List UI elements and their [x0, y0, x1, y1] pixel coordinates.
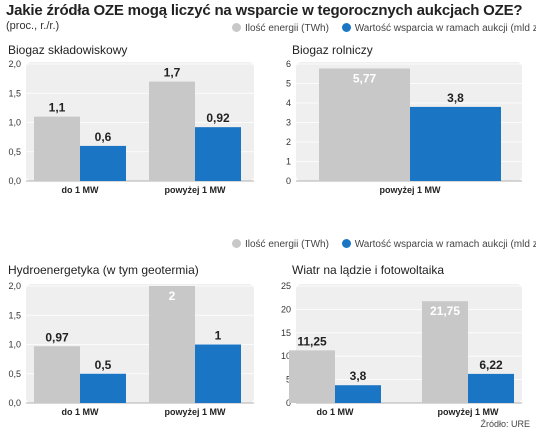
data-label: 0,92: [206, 111, 230, 125]
y-tick-label: 15: [281, 328, 291, 338]
bar-support: [335, 385, 381, 403]
data-label: 6,22: [479, 358, 503, 372]
data-label: 0,97: [45, 330, 69, 344]
data-label: 3,8: [447, 91, 464, 105]
bar-support: [80, 373, 126, 403]
bar-energy: [149, 286, 195, 403]
category-label: powyżej 1 MW: [164, 407, 226, 417]
legend-label: Wartość wsparcia w ramach aukcji (mld zł…: [354, 239, 536, 250]
bar-support: [195, 344, 241, 403]
chart-title: Biogaz rolniczy: [292, 43, 373, 57]
y-tick-label: 0,5: [8, 147, 21, 157]
bar-energy: [319, 68, 410, 181]
legend-top: Ilość energii (TWh) Wartość wsparcia w r…: [232, 23, 536, 34]
y-tick-label: 2,0: [8, 59, 21, 69]
data-label: 11,25: [297, 334, 327, 348]
y-tick-label: 0,5: [8, 369, 21, 379]
y-tick-label: 2: [286, 137, 291, 147]
bar-support: [80, 145, 126, 181]
data-label: 1,7: [164, 66, 181, 80]
data-label: 2: [169, 289, 176, 303]
legend-swatch-blue: [341, 239, 351, 248]
legend-item-energy: Ilość energii (TWh): [232, 239, 332, 250]
category-label: powyżej 1 MW: [164, 185, 226, 195]
chart-title: Wiatr na lądzie i fotowoltaika: [292, 263, 444, 277]
data-label: 21,75: [430, 304, 460, 318]
y-tick-label: 0: [286, 176, 291, 186]
y-tick-label: 0,0: [8, 398, 21, 408]
category-label: powyżej 1 MW: [379, 185, 441, 195]
chart-title: Hydroenergetyka (w tym geotermia): [8, 263, 199, 277]
bar-energy: [34, 116, 80, 181]
legend-bottom: Ilość energii (TWh) Wartość wsparcia w r…: [232, 239, 536, 250]
legend-label: Wartość wsparcia w ramach aukcji (mld zł…: [354, 23, 536, 34]
legend-swatch-gray: [232, 239, 241, 248]
y-tick-label: 1,5: [8, 310, 21, 320]
legend-swatch-gray: [232, 23, 241, 32]
y-tick-label: 0,0: [8, 176, 21, 186]
legend-label: Ilość energii (TWh): [245, 23, 329, 34]
y-tick-label: 5: [286, 79, 291, 89]
data-label: 3,8: [350, 369, 367, 383]
bar-energy: [422, 301, 468, 403]
category-label: do 1 MW: [62, 185, 99, 195]
legend-label: Ilość energii (TWh): [245, 239, 329, 250]
y-tick-label: 25: [281, 281, 291, 291]
category-label: do 1 MW: [62, 407, 99, 417]
y-tick-label: 10: [281, 351, 291, 361]
y-tick-label: 1,0: [8, 340, 21, 350]
bar-energy: [289, 350, 335, 403]
bar-support: [468, 373, 514, 403]
chart-title: Biogaz składowiskowy: [8, 43, 127, 57]
data-label: 5,77: [353, 71, 377, 85]
y-tick-label: 3: [286, 118, 291, 128]
data-label: 0,5: [95, 358, 112, 372]
legend-item-support: Wartość wsparcia w ramach aukcji (mld zł…: [341, 239, 536, 250]
y-tick-label: 4: [286, 98, 291, 108]
bar-energy: [149, 81, 195, 181]
data-label: 0,6: [95, 130, 112, 144]
legend-swatch-blue: [341, 23, 351, 32]
y-tick-label: 1: [286, 157, 291, 167]
y-tick-label: 0: [286, 398, 291, 408]
category-label: powyżej 1 MW: [437, 407, 499, 417]
bar-energy: [34, 346, 80, 403]
data-label: 1: [215, 329, 222, 343]
y-tick-label: 5: [286, 375, 291, 385]
page-subtitle: (proc., r./r.): [6, 20, 60, 32]
bar-support: [410, 106, 501, 181]
legend-item-energy: Ilość energii (TWh): [232, 23, 332, 34]
y-tick-label: 2,0: [8, 281, 21, 291]
y-tick-label: 1,0: [8, 118, 21, 128]
y-tick-label: 1,5: [8, 88, 21, 98]
y-tick-label: 6: [286, 59, 291, 69]
bar-support: [195, 127, 241, 181]
source-note: Źródło: URE: [480, 419, 530, 429]
category-label: do 1 MW: [317, 407, 354, 417]
page-title: Jakie źródła OZE mogą liczyć na wsparcie…: [6, 2, 523, 19]
data-label: 1,1: [49, 101, 66, 115]
y-tick-label: 20: [281, 304, 291, 314]
legend-item-support: Wartość wsparcia w ramach aukcji (mld zł…: [341, 23, 536, 34]
